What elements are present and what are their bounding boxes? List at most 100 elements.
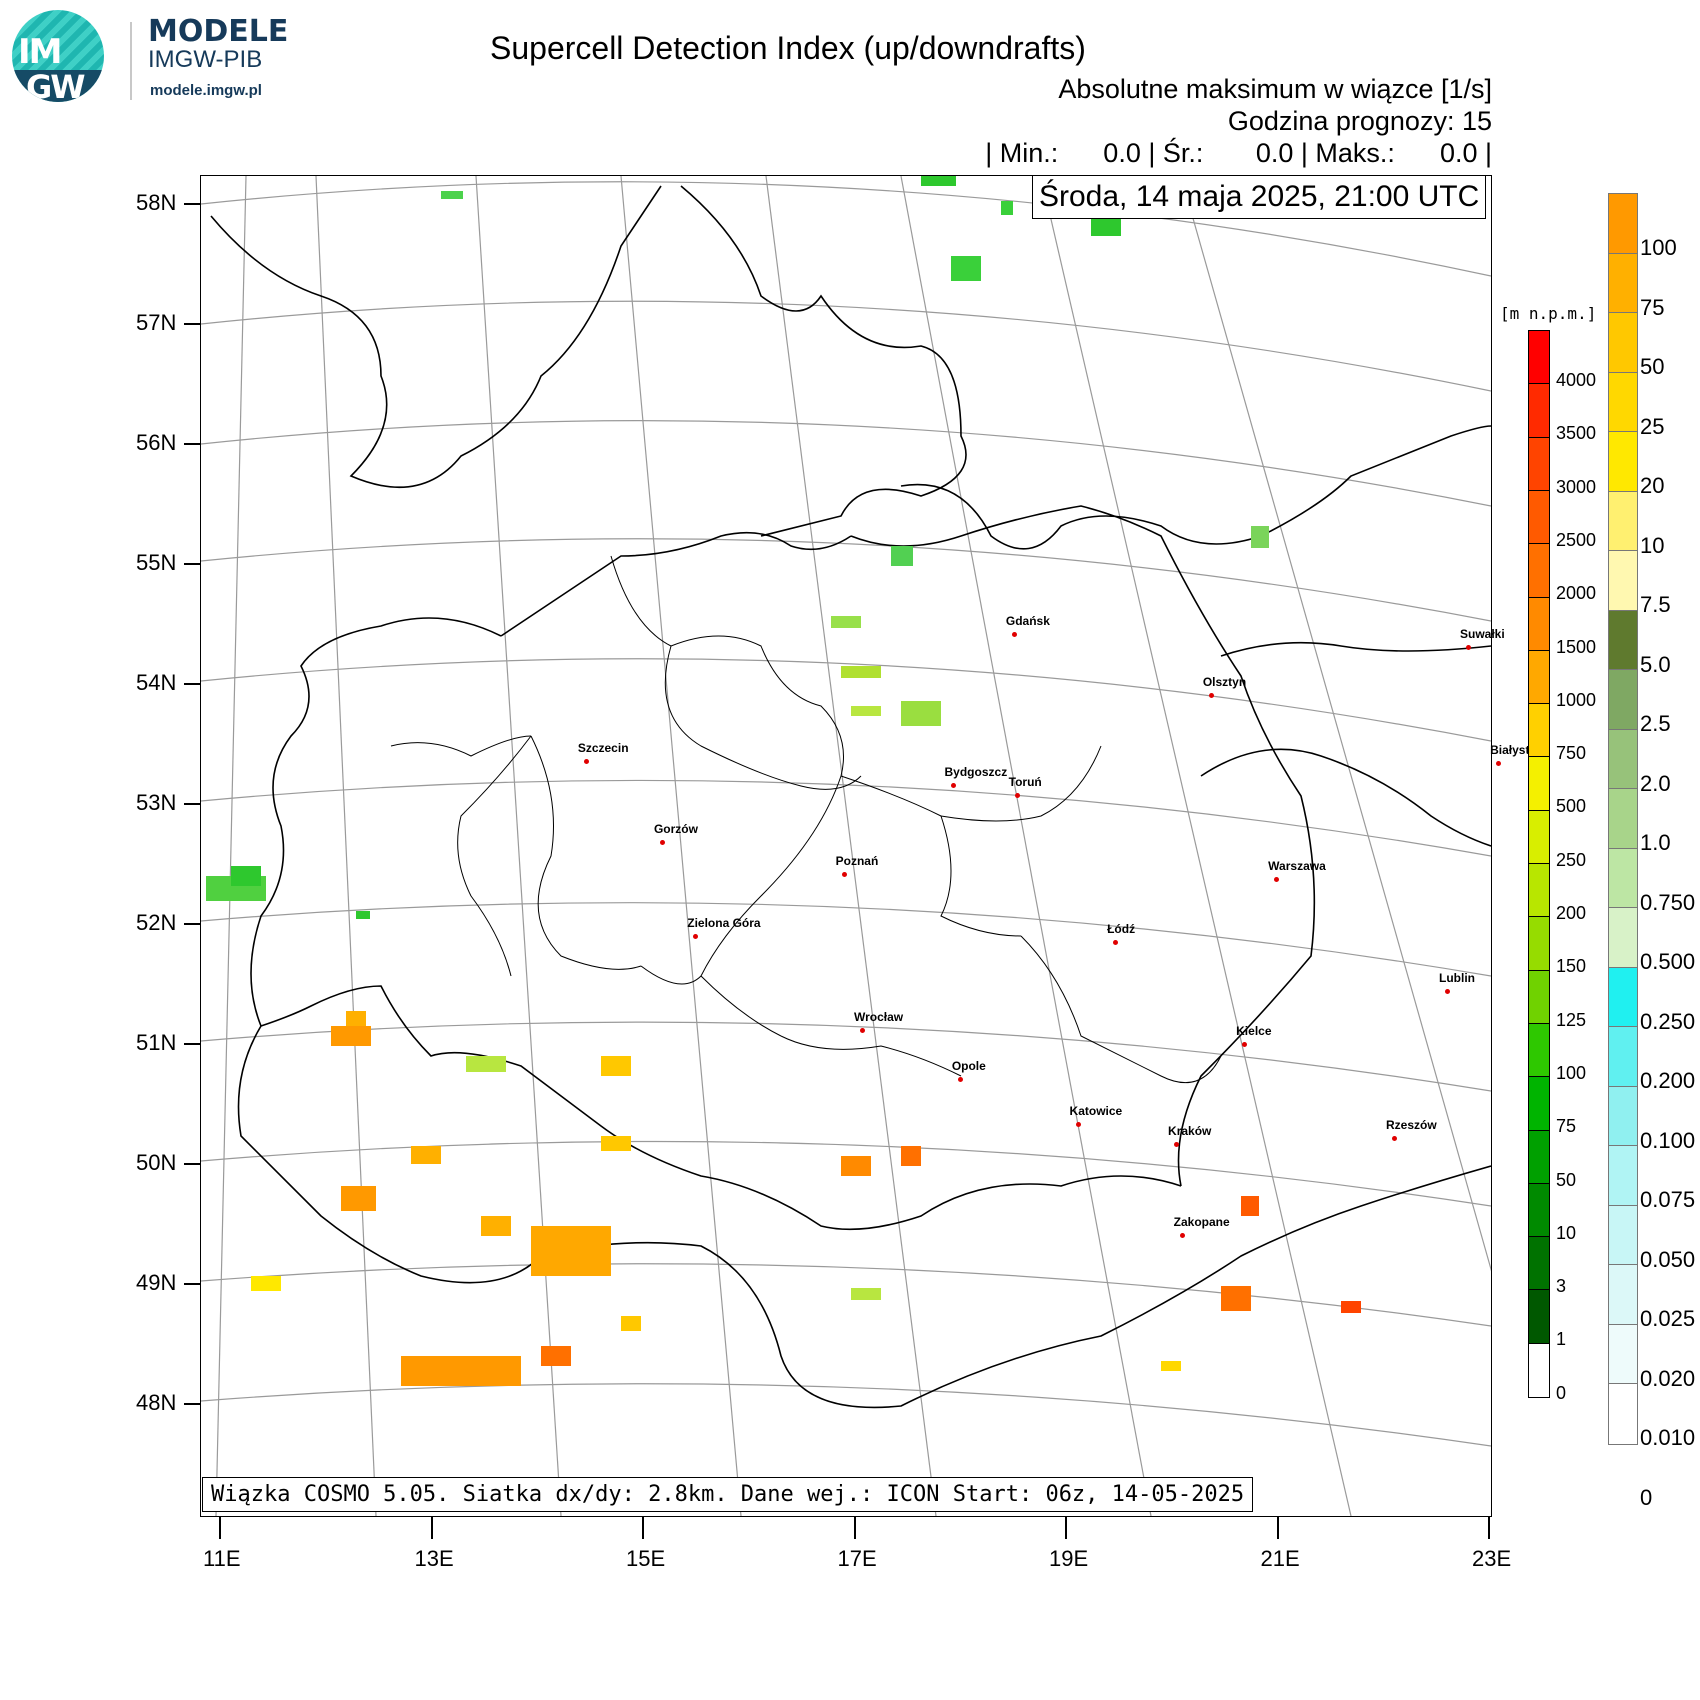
elevation-label: 1 bbox=[1556, 1329, 1567, 1350]
sdi-color-swatch bbox=[1608, 847, 1638, 909]
elevation-color-swatch bbox=[1528, 596, 1550, 652]
brand-subname: IMGW-PIB bbox=[148, 46, 263, 73]
sdi-color-swatch bbox=[1608, 1264, 1638, 1326]
longitude-label: 11E bbox=[203, 1546, 241, 1571]
sdi-color-swatch bbox=[1608, 1085, 1638, 1147]
latitude-tick bbox=[184, 1403, 200, 1405]
city-label: Łódź bbox=[1107, 921, 1136, 936]
map-canvas bbox=[201, 176, 1491, 1516]
city-label: Bydgoszcz bbox=[944, 764, 1008, 779]
city-label: Kielce bbox=[1236, 1024, 1272, 1039]
latitude-tick bbox=[184, 563, 200, 565]
valid-date-box: Środa, 14 maja 2025, 21:00 UTC bbox=[1032, 175, 1487, 219]
country-borders bbox=[210, 185, 1491, 1409]
sdi-label: 1.0 bbox=[1640, 830, 1671, 855]
brand-name: MODELE bbox=[148, 14, 289, 49]
city-label: Rzeszów bbox=[1386, 1118, 1437, 1133]
sdi-color-swatch bbox=[1608, 550, 1638, 612]
map-title: Supercell Detection Index (up/downdrafts… bbox=[490, 30, 1086, 66]
sdi-label: 0.020 bbox=[1640, 1365, 1696, 1391]
sdi-label: 0.200 bbox=[1640, 1068, 1696, 1093]
latitude-label: 56N bbox=[136, 430, 177, 455]
city-label: Szczecin bbox=[577, 741, 629, 756]
sdi-color-swatch bbox=[1608, 728, 1638, 790]
voivodeship-boundaries bbox=[390, 555, 1222, 1084]
sdi-label: 0.025 bbox=[1640, 1306, 1696, 1331]
sdi-color-swatch bbox=[1608, 966, 1638, 1028]
sdi-label: 0.750 bbox=[1640, 889, 1696, 915]
sdi-label: 50 bbox=[1640, 354, 1665, 379]
sdi-label: 5.0 bbox=[1640, 651, 1671, 677]
city-marker bbox=[659, 840, 665, 846]
sdi-color-swatch bbox=[1608, 669, 1638, 731]
city-marker bbox=[1075, 1121, 1081, 1127]
elevation-label: 100 bbox=[1556, 1062, 1587, 1083]
elevation-color-swatch bbox=[1528, 703, 1550, 759]
sdi-color-swatch bbox=[1608, 1026, 1638, 1088]
city-marker bbox=[957, 1076, 963, 1082]
city-label: Suwałki bbox=[1459, 627, 1505, 642]
longitude-label: 19E bbox=[1049, 1546, 1089, 1571]
map-panel bbox=[200, 175, 1492, 1517]
city-marker bbox=[1113, 939, 1119, 945]
elevation-unit-label: [m n.p.m.] bbox=[1500, 304, 1597, 323]
elevation-label: 75 bbox=[1556, 1116, 1577, 1137]
city-marker bbox=[841, 872, 847, 878]
elevation-color-swatch bbox=[1528, 969, 1550, 1025]
stats-line: | Min.: 0.0 | Śr.: 0.0 | Maks.: 0.0 | bbox=[985, 138, 1492, 168]
city-label: Opole bbox=[951, 1058, 986, 1073]
city-label: Gorzów bbox=[653, 822, 698, 837]
elevation-label: 125 bbox=[1556, 1009, 1587, 1030]
sdi-label: 10 bbox=[1640, 532, 1665, 558]
latitude-label: 51N bbox=[136, 1030, 177, 1055]
latitude-tick bbox=[184, 1043, 200, 1045]
elevation-color-swatch bbox=[1528, 1076, 1550, 1132]
longitude-label: 23E bbox=[1472, 1546, 1512, 1571]
elevation-label: 1000 bbox=[1556, 689, 1597, 710]
elevation-color-swatch bbox=[1528, 543, 1550, 599]
elevation-color-swatch bbox=[1528, 1342, 1550, 1398]
brand-url[interactable]: modele.imgw.pl bbox=[150, 82, 262, 99]
longitude-label: 15E bbox=[626, 1546, 666, 1571]
graticule-lines bbox=[201, 176, 1491, 1516]
sdi-color-swatch bbox=[1608, 907, 1638, 969]
city-label: Zakopane bbox=[1173, 1215, 1230, 1230]
elevation-color-swatch bbox=[1528, 1289, 1550, 1345]
sdi-label: 25 bbox=[1640, 413, 1665, 439]
sdi-label: 7.5 bbox=[1640, 592, 1671, 617]
longitude-label: 17E bbox=[837, 1546, 877, 1571]
latitude-label: 54N bbox=[136, 670, 177, 695]
latitude-tick bbox=[184, 803, 200, 805]
city-marker bbox=[1392, 1136, 1397, 1142]
latitude-tick bbox=[184, 323, 200, 325]
longitude-tick bbox=[853, 1517, 856, 1539]
city-label: Warszawa bbox=[1268, 859, 1326, 874]
sdi-label: 20 bbox=[1640, 473, 1665, 498]
sdi-label: 0 bbox=[1640, 1484, 1653, 1510]
latitude-tick bbox=[184, 203, 200, 205]
elevation-color-swatch bbox=[1528, 916, 1550, 972]
sdi-label: 0.010 bbox=[1640, 1425, 1696, 1450]
logo-text-bottom: GW bbox=[26, 68, 86, 102]
elevation-color-swatch bbox=[1528, 649, 1550, 706]
elevation-label: 0 bbox=[1556, 1382, 1567, 1403]
sdi-color-swatch bbox=[1608, 1204, 1638, 1266]
city-label: Lublin bbox=[1439, 970, 1476, 985]
sdi-label: 0.100 bbox=[1640, 1127, 1696, 1153]
elevation-label: 3 bbox=[1556, 1276, 1567, 1297]
city-marker bbox=[950, 782, 956, 788]
elevation-label: 250 bbox=[1556, 849, 1587, 870]
city-marker bbox=[1011, 632, 1017, 638]
sdi-color-swatch bbox=[1608, 431, 1638, 493]
city-label: Zielona Góra bbox=[687, 916, 761, 931]
sdi-color-swatch bbox=[1608, 312, 1638, 374]
city-marker bbox=[1179, 1233, 1185, 1239]
sdi-label: 0.075 bbox=[1640, 1187, 1696, 1212]
longitude-tick bbox=[1488, 1517, 1490, 1539]
map-subtitle: Absolutne maksimum w wiązce [1/s] bbox=[1058, 74, 1492, 104]
longitude-tick bbox=[642, 1517, 644, 1539]
sdi-color-swatch bbox=[1608, 1323, 1638, 1385]
latitude-tick bbox=[184, 1283, 200, 1285]
latitude-tick bbox=[184, 1163, 200, 1165]
city-marker bbox=[1496, 760, 1502, 766]
